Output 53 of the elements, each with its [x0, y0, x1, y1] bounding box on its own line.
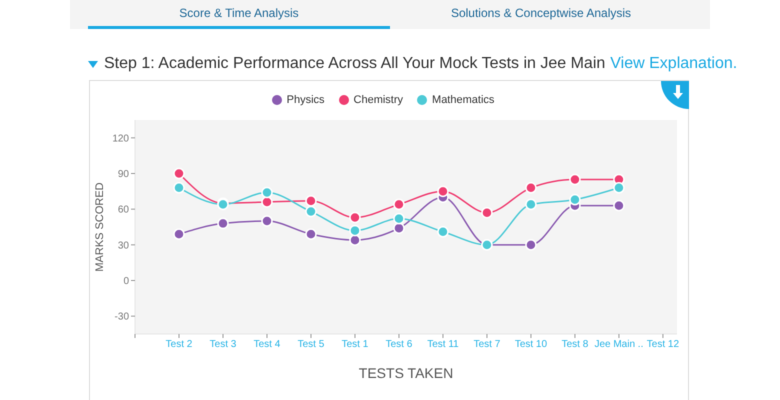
- point: [261, 186, 273, 198]
- x-tick-label: Test 2: [166, 339, 193, 350]
- point: [217, 218, 229, 230]
- point: [613, 200, 625, 212]
- x-tick-label: Jee Main ..: [594, 339, 644, 350]
- point: [481, 206, 493, 218]
- x-tick-label: Test 12: [646, 339, 680, 350]
- text: View Explanation.: [610, 55, 738, 72]
- y-tick-label: 90: [118, 169, 130, 180]
- x-tick-label: Test 11: [427, 339, 460, 350]
- point: [569, 194, 581, 206]
- legend-label: Chemistry: [354, 94, 404, 106]
- point: [173, 168, 185, 180]
- y-tick-label: 60: [118, 204, 130, 216]
- point: [525, 198, 537, 210]
- point: [613, 182, 625, 194]
- point: [393, 222, 405, 234]
- x-axis-title: TESTS TAKEN: [358, 365, 454, 381]
- x-tick-label: Test 5: [298, 339, 325, 350]
- x-tick-label: Test 6: [386, 339, 413, 350]
- point: [525, 182, 537, 194]
- point: [349, 212, 361, 224]
- point: [261, 215, 273, 227]
- point: [393, 212, 405, 224]
- point: [173, 182, 185, 194]
- point: [393, 198, 405, 210]
- text: Solutions & Conceptwise Analysis: [450, 5, 632, 22]
- point: [305, 195, 317, 207]
- point: [305, 206, 317, 218]
- y-tick-label: 0: [123, 276, 130, 288]
- point: [349, 224, 361, 236]
- legend-label: Mathematics: [432, 94, 494, 106]
- x-tick-label: Test 10: [514, 339, 548, 350]
- legend-label: Physics: [286, 94, 325, 106]
- point: [437, 186, 449, 198]
- chart-title: Step 1: Academic Performance Across All Your Mock Tests in Jee Main: [104, 55, 606, 72]
- y-tick-label: 30: [118, 240, 130, 252]
- point: [569, 174, 581, 186]
- point: [261, 196, 273, 208]
- point: [173, 228, 185, 240]
- y-axis-title: MARKS SCORED: [94, 182, 106, 272]
- point: [305, 228, 317, 240]
- point: [349, 234, 361, 246]
- x-tick-label: Test 4: [254, 339, 281, 350]
- point: [525, 239, 537, 251]
- x-tick-label: Test 8: [562, 339, 589, 350]
- x-tick-label: Test 7: [474, 339, 501, 350]
- x-tick-label: Test 3: [210, 339, 237, 350]
- y-tick-label: 120: [112, 133, 130, 144]
- point: [437, 226, 449, 238]
- x-tick-label: Test 1: [342, 339, 369, 350]
- y-tick-label: -30: [114, 312, 130, 323]
- text: Score & Time Analysis: [178, 5, 300, 22]
